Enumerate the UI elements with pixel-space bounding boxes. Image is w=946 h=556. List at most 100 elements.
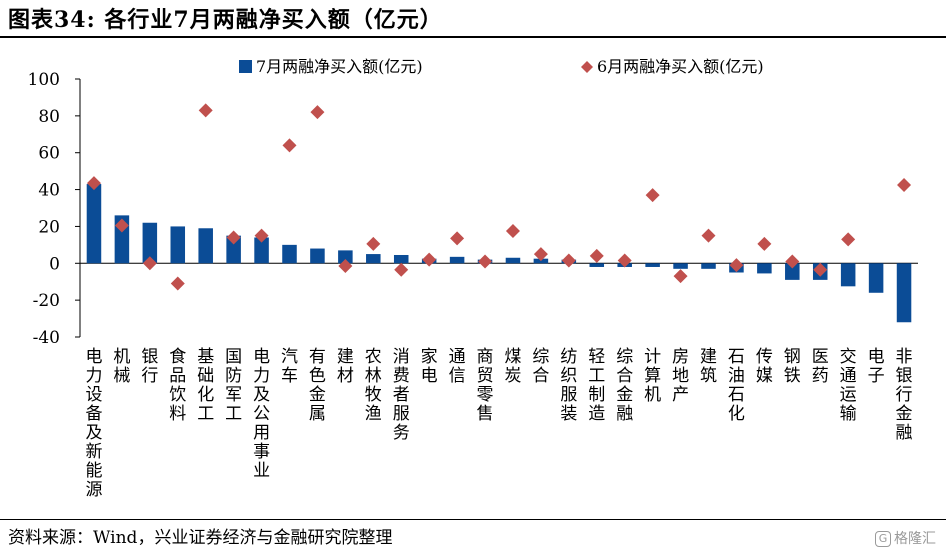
x-tick-label: 通信 [449,347,466,386]
bar [393,254,409,264]
x-tick-label: 医药 [812,347,829,386]
bar [142,222,158,264]
x-tick-label: 煤炭 [504,347,521,386]
marker-point [729,258,744,273]
marker-point [86,176,101,191]
bar [896,263,912,323]
source-note: 资料来源：Wind，兴业证券经济与金融研究院整理 [8,528,393,548]
marker-point [757,236,772,251]
marker-point [366,236,381,251]
bar [170,226,186,264]
bar [757,263,772,274]
chart-legend: 7月两融净买入额(亿元) 6月两融净买入额(亿元) [239,57,764,76]
marker-point [394,262,409,277]
x-tick-label: 电力及公用事业 [253,347,270,481]
y-tick-label: 40 [38,181,60,201]
x-tick-label: 交通运输 [840,347,857,424]
marker-point [310,105,325,120]
marker-point [841,232,856,247]
bar [366,254,381,264]
x-tick-label: 银行 [141,347,158,386]
y-tick-label: 20 [38,217,60,237]
marker-point [897,177,912,192]
x-tick-label: 有色金属 [309,347,326,424]
x-tick-label: 家电 [421,347,438,386]
marker-point [142,256,157,271]
x-tick-label: 建材 [337,347,354,386]
marker-point [338,259,353,274]
marker-point [589,248,604,263]
marker-point [701,228,716,243]
marker-point [785,254,800,269]
marker-point [198,103,213,118]
x-tick-label: 农林牧渔 [365,347,382,424]
marker-point [226,230,241,245]
bar [645,263,660,267]
bar [589,263,605,267]
bar [338,250,353,264]
marker-point [450,231,465,246]
bar [449,256,465,264]
x-tick-label: 商贸零售 [477,347,494,424]
y-tick-label: -40 [33,328,60,348]
watermark-text: 格隆汇 [894,531,936,547]
marker-point [282,138,297,153]
figure-title: 图表34: 各行业7月两融净买入额（亿元） [8,7,443,33]
x-tick-label: 食品饮料 [169,347,186,424]
title-rule [0,36,946,38]
bar [226,235,241,264]
x-tick-label: 机械 [113,347,130,386]
bar [86,184,102,264]
x-tick-label: 综合 [532,347,549,386]
bar [840,263,856,287]
x-tick-label: 纺织服装 [560,347,577,424]
marker-series [86,103,912,291]
x-tick-label: 汽车 [281,347,298,386]
legend-swatch-june [581,61,593,73]
legend-swatch-july [239,60,252,73]
marker-point [505,224,520,239]
marker-point [673,269,688,284]
legend-label-june: 6月两融净买入额(亿元) [597,57,764,76]
x-tick-label: 石油石化 [728,347,745,424]
marker-point [478,254,493,269]
marker-point [813,262,828,277]
x-tick-label: 电子 [868,347,885,386]
source-rule [0,519,946,520]
watermark: G 格隆汇 [875,528,936,548]
x-tick-label: 电力设备及新能源 [85,347,102,500]
x-tick-label: 传媒 [756,347,773,386]
legend-label-july: 7月两融净买入额(亿元) [256,57,423,76]
y-tick-label: 80 [38,107,60,127]
marker-point [561,253,576,268]
gelonghui-logo-icon: G [875,531,891,547]
bar [310,248,325,264]
x-tick-label: 基础化工 [197,347,214,424]
chart-axes: -40 -20 0 20 40 60 80 100 电力设备及新能源机械银行食品饮料基础化工国防… [28,70,918,500]
marker-point [170,276,185,291]
bar-series [86,184,912,323]
marker-point [114,218,129,233]
x-tick-label: 钢铁 [784,347,801,386]
x-tick-label: 综合金融 [616,347,633,424]
x-tick-label: 建筑 [700,347,717,386]
bar [701,263,716,269]
marker-point [617,253,632,268]
bar-chart: -40 -20 0 20 40 60 80 100 电力设备及新能源机械银行食品饮料基础化工国防… [28,57,918,500]
bar [673,263,688,269]
bar [254,237,269,264]
bar [505,257,521,264]
bar [282,244,297,264]
marker-point [254,228,269,243]
y-tick-label: 60 [38,144,60,164]
marker-point [645,188,660,203]
bar [785,263,800,280]
x-tick-label: 计算机 [644,347,661,405]
marker-point [533,247,548,262]
x-tick-label: 消费者服务 [393,347,410,443]
x-tick-label: 非银行金融 [896,347,913,443]
x-tick-label: 国防军工 [225,347,242,424]
marker-point [422,252,437,267]
bar [868,263,884,293]
x-tick-label: 轻工制造 [588,347,605,424]
